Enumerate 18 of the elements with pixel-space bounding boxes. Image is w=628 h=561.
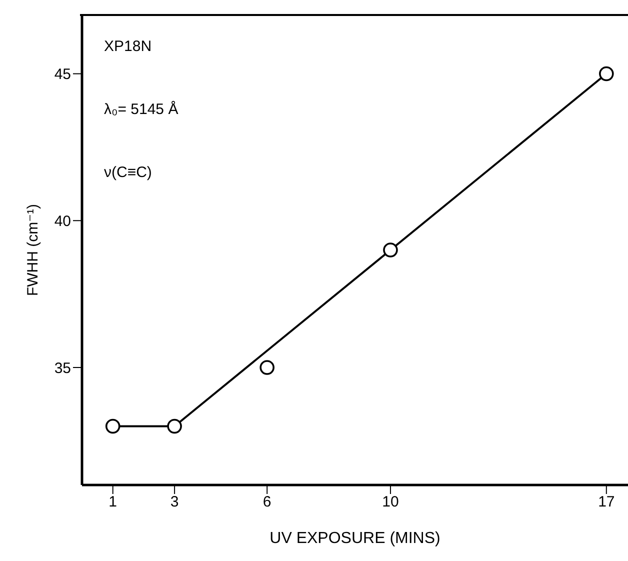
point — [105, 418, 120, 434]
point — [167, 418, 182, 434]
x-tick-label: 17 — [598, 494, 615, 511]
y-tick-label: 35 — [54, 360, 71, 377]
point — [383, 242, 398, 258]
x-tick-label: 3 — [170, 494, 179, 511]
point — [599, 66, 614, 82]
x-tick-label: 6 — [262, 494, 272, 511]
y-tick-label: 45 — [54, 66, 71, 84]
x-tick-label: 10 — [382, 494, 399, 511]
annotation: XP18N — [104, 38, 152, 55]
x-tick-label: 1 — [108, 494, 118, 511]
x-axis-title: UV EXPOSURE (MINS) — [270, 530, 440, 547]
annotation: ν(C≡C) — [104, 164, 152, 181]
point — [260, 360, 274, 375]
annotation: λ₀= 5145 Å — [104, 101, 178, 118]
y-tick-label: 40 — [54, 212, 71, 230]
y-axis-title: FWHH (cm⁻¹) — [24, 204, 42, 296]
